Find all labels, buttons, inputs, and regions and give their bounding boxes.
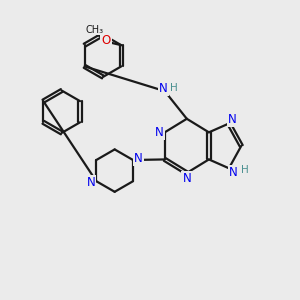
Text: N: N (182, 172, 191, 185)
Text: H: H (170, 83, 177, 93)
Text: H: H (241, 165, 249, 175)
Text: N: N (227, 113, 236, 126)
Text: CH₃: CH₃ (86, 25, 104, 34)
Text: N: N (87, 176, 95, 189)
Text: N: N (155, 126, 164, 139)
Text: N: N (134, 152, 143, 165)
Text: O: O (101, 34, 111, 47)
Text: N: N (229, 166, 238, 179)
Text: N: N (159, 82, 168, 95)
